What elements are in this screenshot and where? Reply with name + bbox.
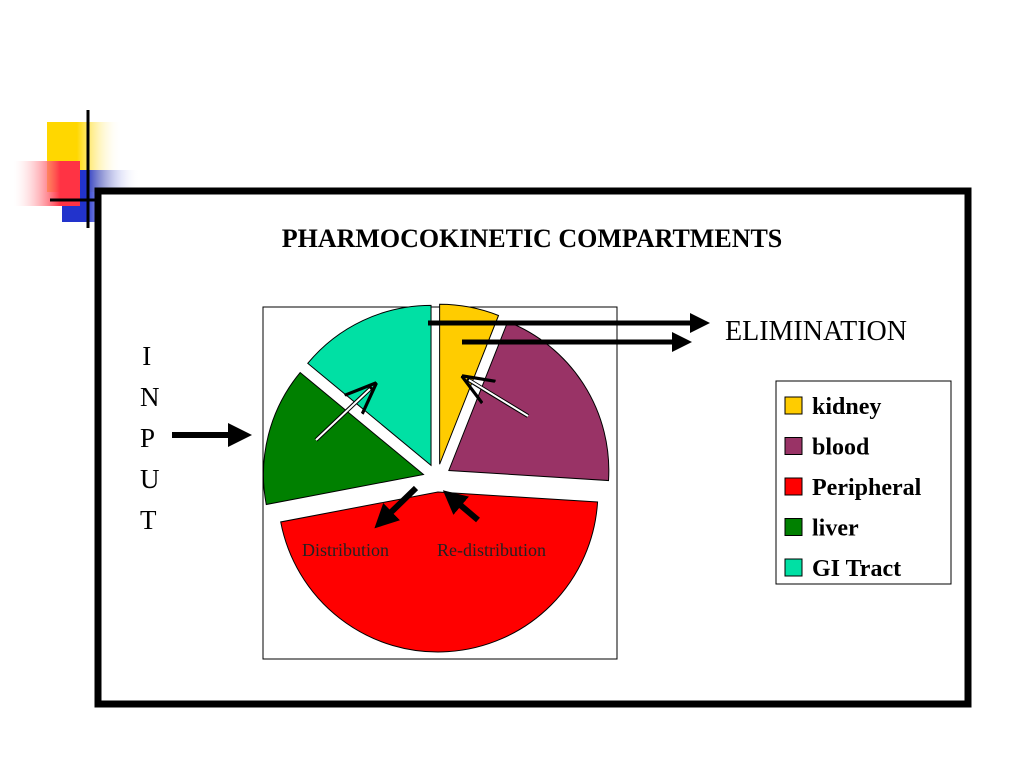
legend-swatch (784, 396, 803, 415)
legend-swatch (784, 437, 803, 455)
arrows (172, 313, 710, 529)
legend-swatch (784, 477, 803, 496)
pie-slice (448, 321, 610, 482)
legend-label: kidney (812, 394, 881, 420)
legend-items: kidney blood Peripheral liver GI Tract (784, 394, 922, 582)
annotation: INPUT (140, 341, 160, 535)
legend-swatch (784, 518, 803, 536)
legend-swatch (784, 558, 803, 577)
annotation: Re-distribution (437, 540, 546, 560)
legend-label: GI Tract (812, 556, 901, 582)
annotation: Distribution (302, 540, 389, 560)
legend-label: Peripheral (812, 475, 922, 501)
legend-label: blood (812, 435, 870, 461)
legend (775, 380, 952, 585)
pie-slice (280, 491, 599, 653)
chart-title: PHARMOCOKINETIC COMPARTMENTS (282, 224, 783, 253)
pie-slice (262, 371, 425, 506)
annotation: ELIMINATION (725, 316, 907, 347)
legend-label: liver (812, 516, 859, 542)
